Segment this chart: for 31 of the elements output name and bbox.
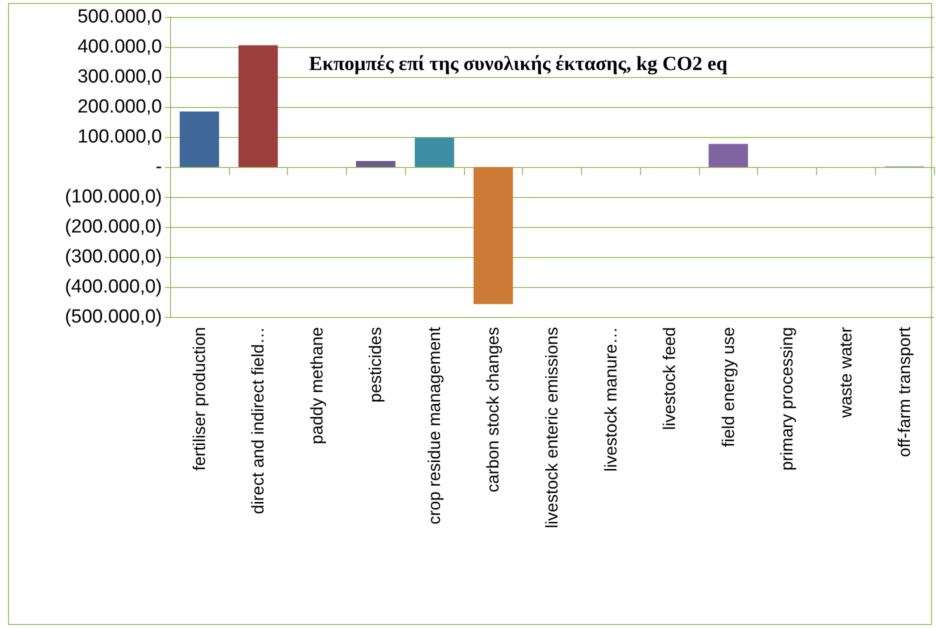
- y-tick-label: 200.000,0: [77, 96, 162, 118]
- x-tick-label: crop residue management: [424, 326, 444, 525]
- x-tick-label: direct and indirect field…: [248, 327, 268, 514]
- y-tick-label: 400.000,0: [77, 36, 162, 58]
- y-tick-label: (100.000,0): [64, 186, 162, 208]
- y-tick-label: 100.000,0: [77, 126, 162, 148]
- y-tick-label: (400.000,0): [64, 276, 162, 298]
- x-tick-label: livestock feed: [660, 327, 680, 430]
- x-tick-label: off-farm transport: [895, 326, 914, 458]
- x-tick-label: carbon stock changes: [484, 327, 503, 492]
- y-tick-label: 500.000,0: [77, 6, 162, 28]
- x-tick-label: livestock enteric emissions: [542, 327, 562, 528]
- bar: [708, 144, 748, 167]
- bar: [474, 167, 513, 304]
- bar: [356, 161, 396, 167]
- x-tick-label: field energy use: [718, 327, 738, 448]
- y-tick-label: (200.000,0): [64, 216, 162, 238]
- x-tick-label: primary processing: [778, 327, 797, 471]
- x-tick-label: pesticides: [366, 327, 386, 403]
- x-tick-label: paddy methane: [307, 327, 326, 444]
- bar: [414, 138, 454, 167]
- y-tick-label: -: [156, 156, 162, 178]
- bar: [180, 112, 220, 167]
- bar: [238, 45, 278, 167]
- x-tick-label: fertiliser production: [190, 327, 209, 471]
- text: Εκπομπές επί της συνολικής έκτασης, kg CO2 eq: [309, 53, 728, 75]
- y-tick-label: (500.000,0): [64, 306, 162, 328]
- x-tick-label: waste water: [836, 326, 856, 419]
- y-tick-label: 300.000,0: [77, 66, 162, 88]
- x-tick-label: livestock manure…: [601, 327, 620, 472]
- y-tick-label: (300.000,0): [64, 246, 162, 268]
